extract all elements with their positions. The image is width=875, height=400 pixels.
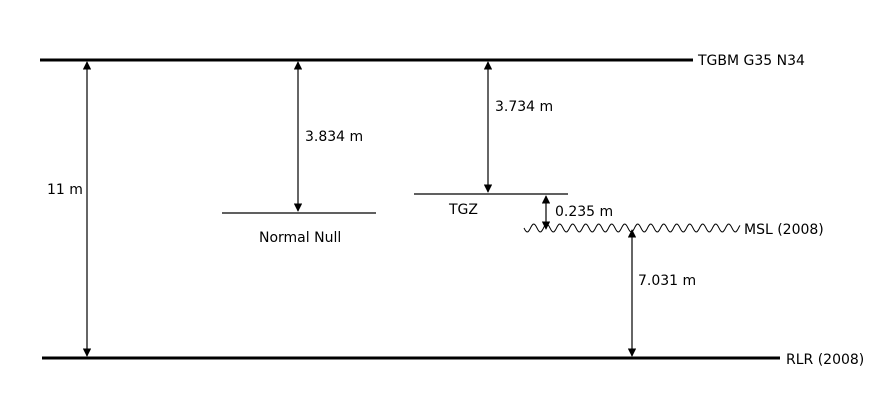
tgbm-to-rlr-distance: 11 m: [47, 182, 83, 198]
tgz-to-msl-distance: 0.235 m: [555, 204, 613, 220]
normal-null-label: Normal Null: [259, 230, 341, 246]
rlr-label: RLR (2008): [786, 352, 864, 368]
tgz-label: TGZ: [448, 202, 478, 218]
tgbm-to-normal-null-distance: 3.834 m: [305, 129, 363, 145]
tgbm-label: TGBM G35 N34: [697, 53, 805, 69]
msl-label: MSL (2008): [744, 222, 824, 238]
msl-to-rlr-distance: 7.031 m: [638, 273, 696, 289]
tgbm-to-tgz-distance: 3.734 m: [495, 99, 553, 115]
